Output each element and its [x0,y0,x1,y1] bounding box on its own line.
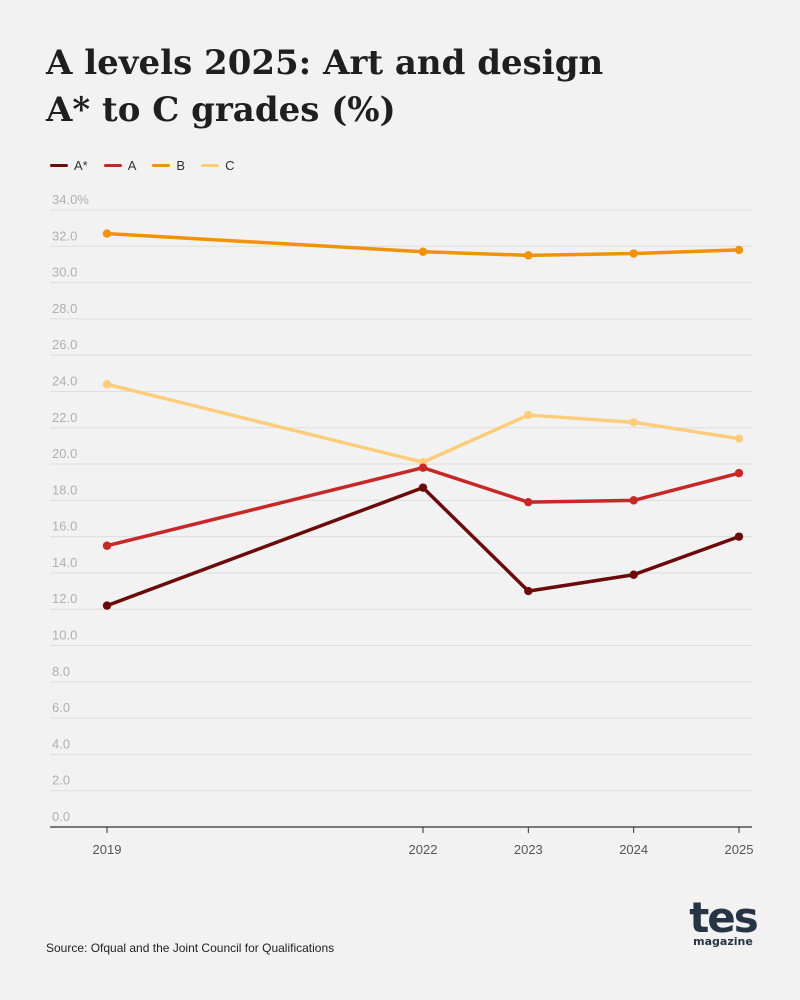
legend-swatch-b [152,164,171,167]
legend-swatch-c [201,164,220,167]
y-tick-label-6: 12.0 [52,591,77,606]
legend-label-a-star: A* [74,158,88,173]
x-tick-label-2: 2023 [514,842,543,857]
data-point-c-2023 [524,410,533,420]
y-tick-label-12: 24.0 [52,373,77,388]
data-point-c-2019 [102,380,112,389]
y-tick-label-3: 6.0 [52,700,70,715]
chart-title-line-2: A* to C grades (%) [46,90,396,130]
data-point-a-star-2022 [418,483,428,492]
y-tick-label-9: 18.0 [52,482,77,497]
data-point-a-star-2024 [629,570,638,579]
y-tick-label-10: 20.0 [52,446,77,461]
chart-title: A levels 2025: Art and design A* to C gr… [46,40,603,134]
series-line-a [105,465,741,548]
legend-label-c: C [225,158,235,173]
y-tick-label-15: 30.0 [52,265,77,280]
x-tick-label-3: 2024 [619,842,648,857]
logo-main-text: tes [689,893,759,942]
y-tick-label-4: 8.0 [52,664,70,679]
x-tick-label-4: 2025 [725,842,754,857]
source-note: Source: Ofqual and the Joint Council for… [46,941,335,955]
data-point-a-2024 [629,496,638,505]
y-tick-label-5: 10.0 [52,628,77,643]
data-point-a-2023 [524,497,533,507]
y-tick-label-14: 28.0 [52,301,77,316]
series-line-c [105,382,741,464]
data-point-a-star-2023 [524,586,533,596]
legend-label-a: A [127,158,137,173]
legend-item-c: C [201,158,234,173]
x-tick-label-1: 2022 [409,842,438,857]
legend-item-b: B [152,158,185,173]
data-point-b-2024 [629,249,638,258]
y-tick-label-1: 2.0 [52,773,70,788]
y-tick-label-17: 34.0% [52,192,89,207]
data-point-c-2024 [629,418,638,427]
data-point-b-2022 [418,247,428,256]
y-tick-label-2: 4.0 [52,736,70,751]
data-point-a-2025 [734,468,744,478]
y-tick-label-11: 22.0 [52,410,77,425]
data-point-a-star-2019 [102,601,112,610]
chart-legend: A* A B C [50,158,234,173]
data-point-c-2025 [734,434,744,443]
legend-label-b: B [176,158,186,173]
tes-logo: tes magazine [688,893,759,948]
y-tick-label-7: 14.0 [52,555,77,570]
data-point-b-2019 [102,229,112,238]
legend-swatch-a-star [50,164,68,167]
y-tick-label-0: 0.0 [52,809,70,824]
data-point-b-2025 [734,245,744,255]
data-point-a-star-2025 [734,532,744,541]
y-tick-label-13: 26.0 [52,337,77,352]
legend-item-a-star: A* [50,158,88,173]
logo-sub-text: magazine [693,935,753,948]
x-tick-label-0: 2019 [93,842,122,857]
y-tick-label-8: 16.0 [52,519,77,534]
series-line-a-star [105,485,741,608]
y-tick-label-16: 32.0 [52,228,77,243]
chart-title-line-1: A levels 2025: Art and design [46,43,604,83]
data-point-a-2022 [418,463,428,472]
data-point-a-2019 [102,541,112,550]
data-point-b-2023 [524,251,533,260]
legend-item-a: A [103,158,137,173]
legend-swatch-a [103,164,122,167]
